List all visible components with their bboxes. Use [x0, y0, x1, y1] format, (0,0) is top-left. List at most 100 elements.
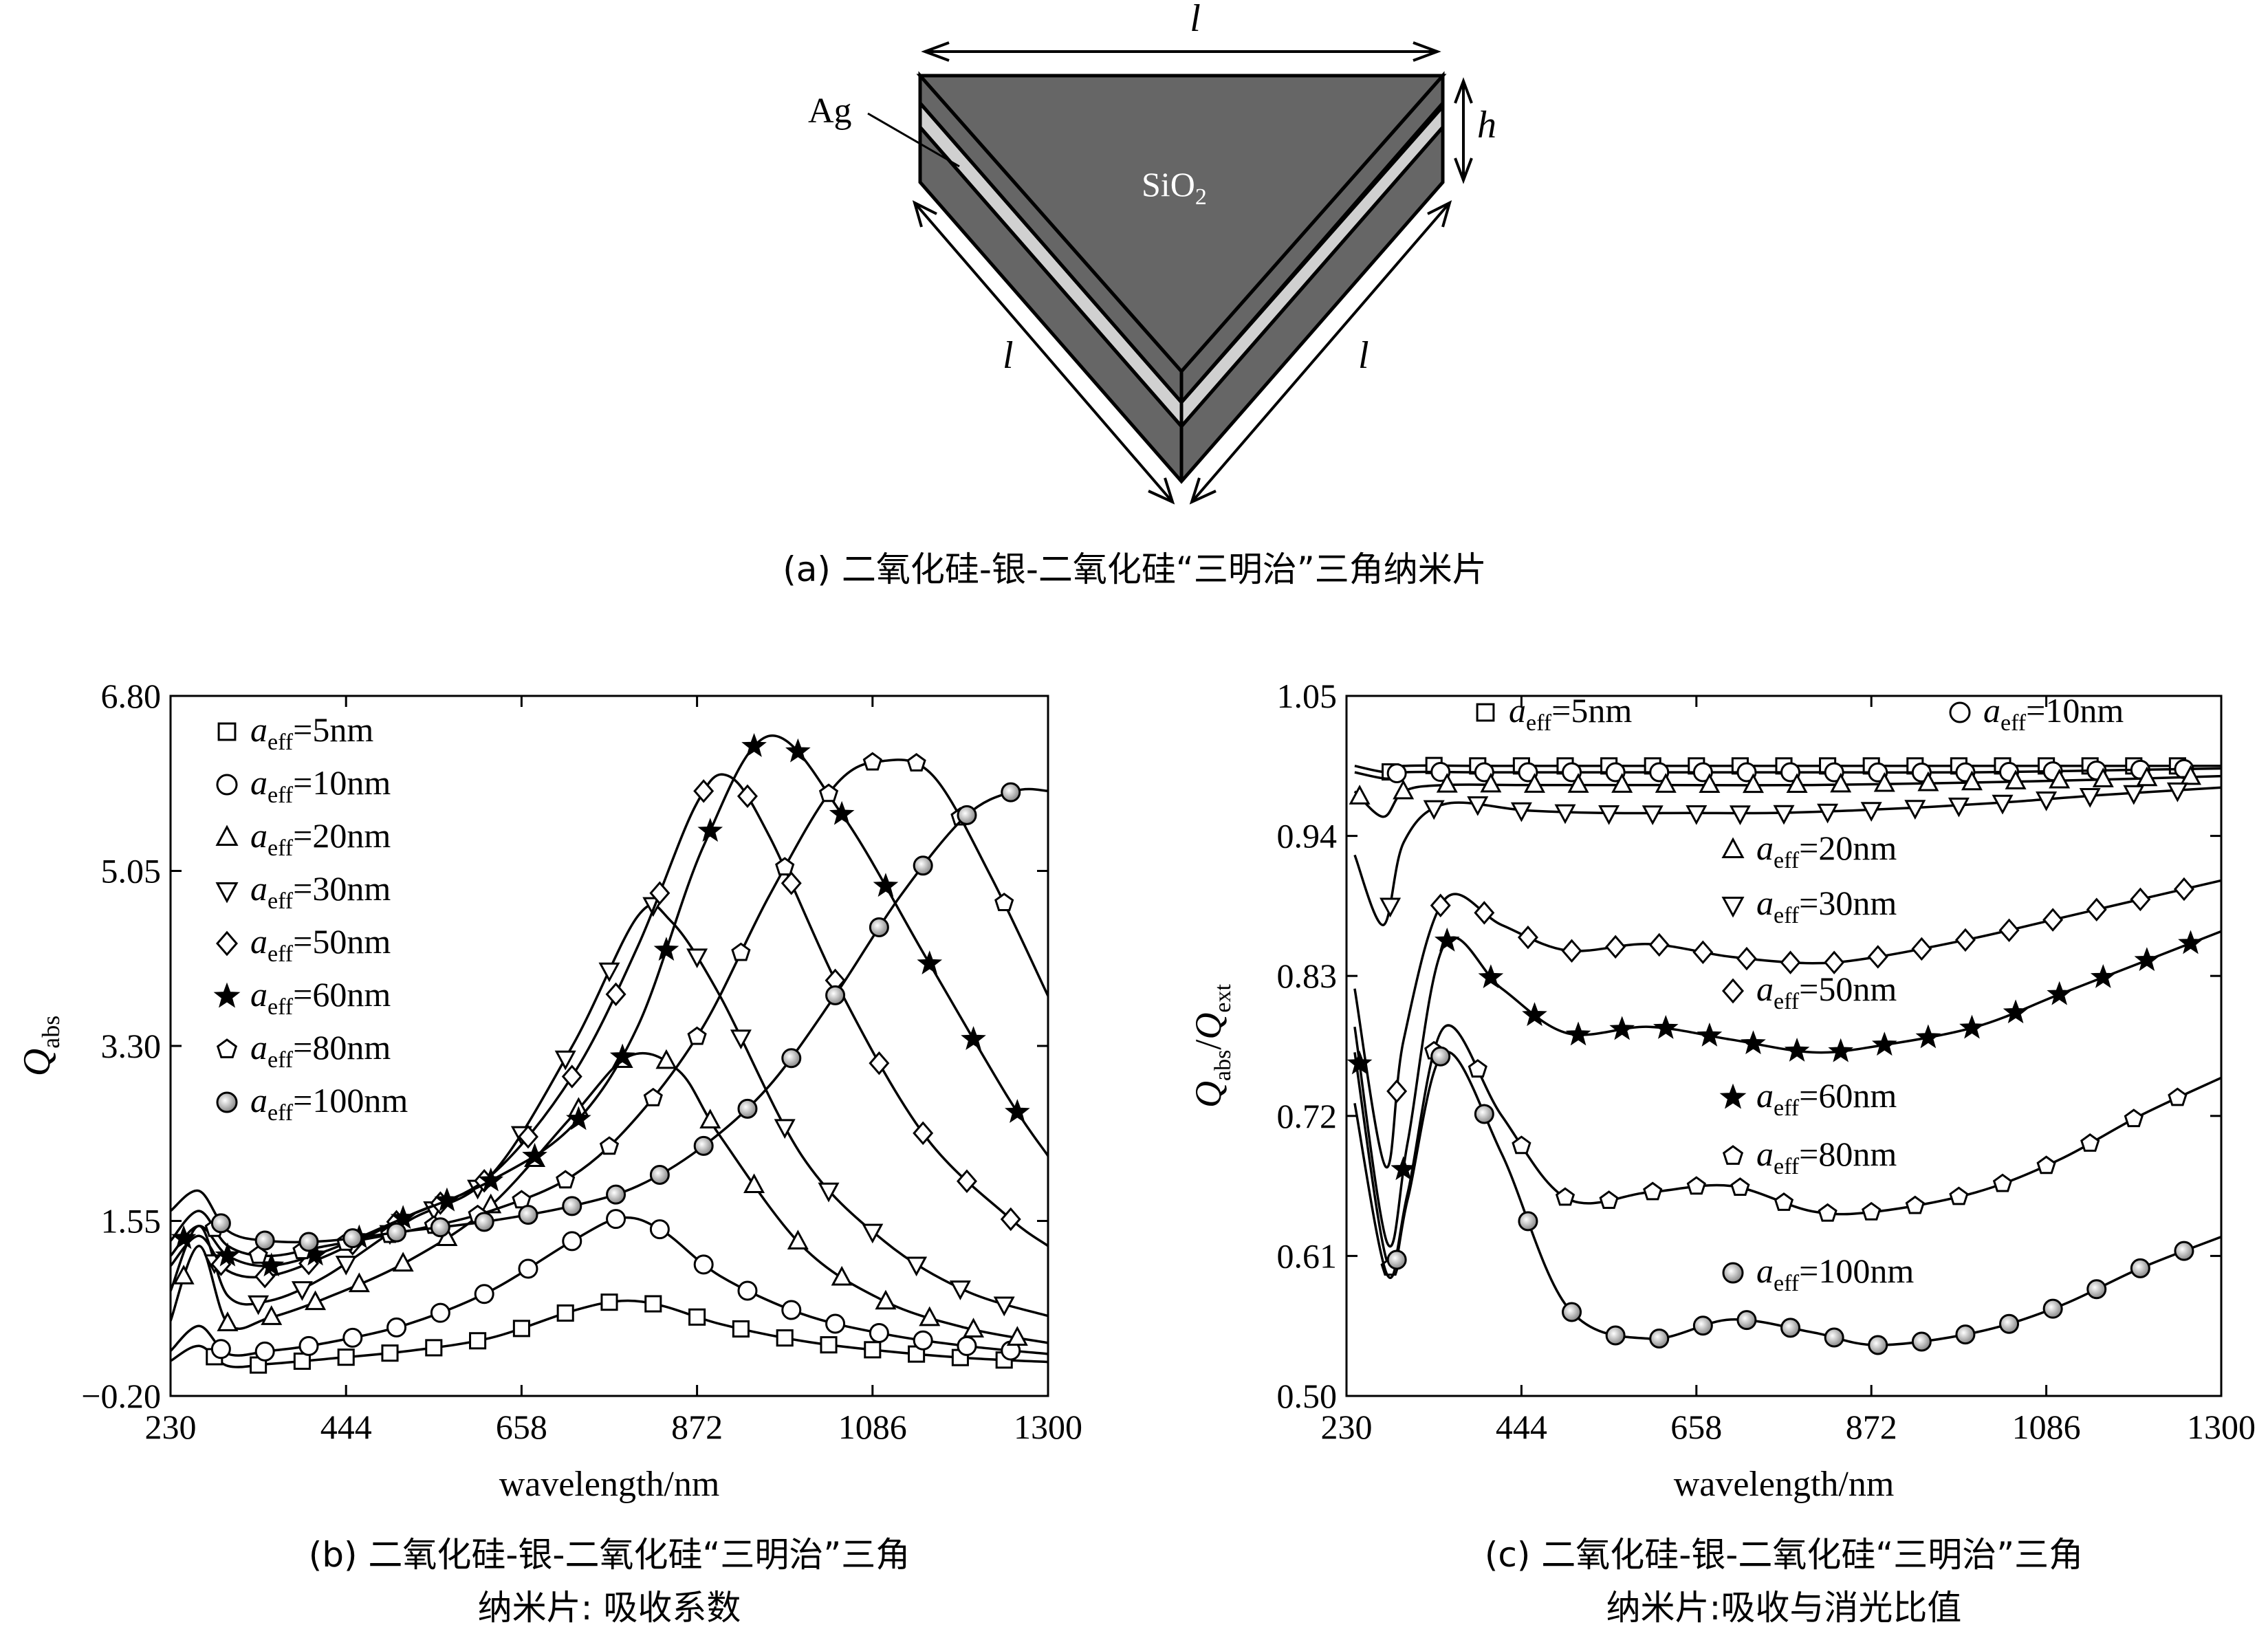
legend-label-3: aeff=30nm [1756, 884, 1897, 928]
data-point-1 [1780, 762, 1801, 783]
data-point-4 [1386, 1079, 1408, 1104]
data-point-6 [1555, 1187, 1575, 1206]
data-point-6 [1599, 1190, 1619, 1210]
data-point-7 [606, 1184, 626, 1205]
data-point-2 [1611, 773, 1633, 793]
data-point-3 [335, 1256, 357, 1276]
legend-marker-5 [1719, 1083, 1747, 1109]
data-point-7 [474, 1212, 494, 1232]
data-point-6 [599, 1136, 620, 1155]
data-point-2 [2049, 768, 2071, 789]
chart-c-plot-frame [1345, 695, 2223, 1397]
legend-label-1: aeff=10nm [1983, 691, 2124, 736]
data-point-5 [2003, 999, 2029, 1024]
x-tick-label: 230 [1321, 1408, 1373, 1446]
data-point-7 [1780, 1318, 1801, 1338]
data-point-2 [1523, 773, 1545, 793]
data-point-5 [1346, 1050, 1373, 1075]
label-h: h [1477, 104, 1496, 146]
data-point-7 [957, 805, 977, 825]
data-point-0 [512, 1320, 530, 1337]
data-point-3 [686, 948, 708, 969]
data-point-4 [1954, 928, 1976, 952]
data-point-5 [697, 818, 723, 842]
data-point-7 [1911, 1331, 1932, 1352]
y-tick-label: 0.50 [1277, 1377, 1338, 1415]
x-tick-label: 444 [1496, 1408, 1547, 1446]
data-point-4 [1867, 945, 1888, 969]
data-point-0 [293, 1352, 311, 1370]
data-point-5 [2047, 981, 2073, 1005]
data-point-5 [478, 1167, 504, 1192]
data-point-3 [1773, 805, 1795, 825]
data-point-7 [1605, 1325, 1626, 1346]
legend-marker-2 [215, 825, 239, 846]
data-point-2 [1006, 1326, 1028, 1346]
data-point-3 [1686, 805, 1708, 825]
data-point-6 [556, 1170, 576, 1189]
data-point-3 [2079, 787, 2101, 808]
data-point-7 [1474, 1104, 1494, 1124]
data-point-3 [2166, 782, 2188, 802]
series-line-4 [1353, 879, 2222, 1169]
data-point-3 [598, 962, 620, 983]
data-point-3 [2036, 791, 2058, 811]
x-tick-label: 872 [671, 1408, 723, 1446]
chart-c-xlabel: wavelength/nm [1674, 1465, 1895, 1504]
data-point-6 [1905, 1195, 1925, 1214]
legend-marker-0 [1476, 703, 1495, 722]
data-point-7 [1001, 782, 1021, 802]
data-point-6 [643, 1087, 663, 1106]
data-point-1 [1518, 762, 1538, 783]
dimension-arrow-right [1189, 200, 1452, 505]
data-point-4 [1474, 901, 1495, 925]
data-point-1 [1562, 762, 1582, 783]
data-point-1 [606, 1209, 626, 1230]
dimension-arrow-left [912, 200, 1175, 505]
data-point-3 [1904, 800, 1926, 820]
data-point-2 [875, 1289, 897, 1310]
data-point-6 [1512, 1135, 1531, 1155]
y-tick-label: 0.83 [1277, 957, 1338, 995]
data-point-7 [562, 1196, 582, 1216]
data-point-6 [687, 1026, 707, 1045]
data-point-7 [1736, 1310, 1757, 1331]
data-point-0 [864, 1341, 882, 1359]
data-point-5 [1391, 1156, 1417, 1181]
data-point-4 [956, 1169, 977, 1194]
legend-label-6: aeff=80nm [250, 1028, 391, 1073]
label-sio2: SiO2 [1142, 165, 1207, 210]
legend-label-2: aeff=20nm [250, 816, 391, 861]
data-point-5 [829, 800, 855, 825]
data-point-3 [291, 1281, 313, 1301]
data-point-3 [1948, 797, 1970, 818]
data-point-6 [1818, 1203, 1838, 1222]
data-point-4 [2042, 908, 2064, 932]
legend-marker-2 [1721, 837, 1745, 858]
data-point-3 [1554, 804, 1576, 825]
data-point-4 [1692, 940, 1714, 965]
data-point-3 [1467, 796, 1489, 816]
data-point-0 [688, 1308, 706, 1326]
y-tick-label: 5.05 [101, 852, 162, 891]
data-point-1 [781, 1300, 802, 1320]
data-point-3 [1729, 805, 1751, 826]
data-point-0 [425, 1339, 443, 1357]
legend-marker-3 [1721, 897, 1745, 918]
data-point-6 [1643, 1181, 1663, 1201]
data-point-7 [1824, 1327, 1844, 1348]
data-point-1 [1605, 762, 1626, 783]
dimension-arrow-h [1454, 77, 1473, 184]
data-point-5 [1005, 1099, 1030, 1123]
data-point-7 [869, 917, 889, 937]
data-point-2 [2092, 767, 2114, 787]
data-point-3 [554, 1050, 576, 1071]
y-tick-label: 0.72 [1277, 1097, 1338, 1135]
x-tick-label: 658 [1670, 1408, 1722, 1446]
legend-label-3: aeff=30nm [250, 869, 391, 914]
data-point-5 [2134, 947, 2160, 972]
data-point-5 [2178, 930, 2203, 954]
data-point-2 [1786, 773, 1808, 793]
legend-label-4: aeff=50nm [250, 922, 391, 967]
data-point-5 [566, 1106, 591, 1131]
